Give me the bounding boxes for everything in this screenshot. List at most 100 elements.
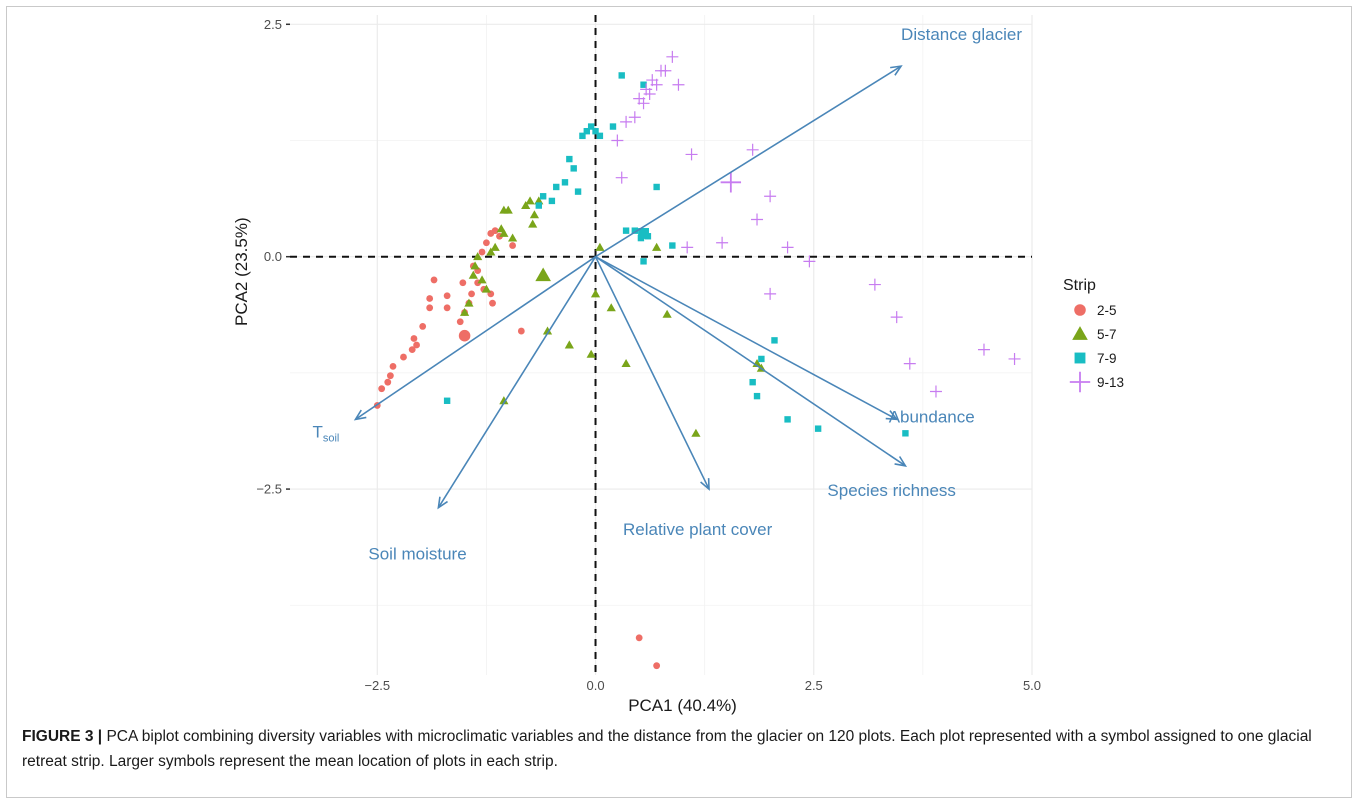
data-point-strip-5-7 xyxy=(534,196,544,205)
data-point-strip-2-5 xyxy=(509,242,516,249)
x-tick-label: 0.0 xyxy=(586,678,604,693)
data-point-strip-5-7 xyxy=(691,428,701,437)
data-point-strip-7-9 xyxy=(561,179,569,186)
data-point-strip-9-13 xyxy=(716,236,729,249)
caption-text: PCA biplot combining diversity variables… xyxy=(22,728,1312,770)
data-point-strip-9-13 xyxy=(620,115,633,128)
data-point-strip-5-7 xyxy=(525,196,535,205)
data-point-strip-5-7 xyxy=(586,349,596,358)
x-axis-title: PCA1 (40.4%) xyxy=(628,696,737,715)
data-point-strip-7-9 xyxy=(631,227,639,234)
vector-label: Abundance xyxy=(889,407,975,426)
data-point-strip-5-7 xyxy=(621,358,631,368)
vector-line xyxy=(595,65,902,258)
data-point-strip-2-5 xyxy=(378,385,386,393)
data-point-strip-2-5 xyxy=(400,353,407,361)
data-point-strip-2-5 xyxy=(384,378,392,386)
data-point-strip-2-5 xyxy=(386,372,394,380)
data-point-strip-7-9 xyxy=(618,72,625,79)
data-point-strip-7-9 xyxy=(640,81,647,88)
data-point-strip-9-13 xyxy=(751,213,764,226)
data-point-strip-7-9 xyxy=(758,355,765,363)
mean-point-strip-5-7 xyxy=(535,267,551,282)
data-point-strip-2-5 xyxy=(419,323,427,330)
data-point-strip-9-13 xyxy=(615,171,628,184)
data-point-strip-2-5 xyxy=(426,295,434,302)
legend-label-9-13: 9-13 xyxy=(1097,375,1124,390)
data-point-strip-7-9 xyxy=(553,183,560,191)
data-point-strip-9-13 xyxy=(666,50,679,63)
legend-key-7-9 xyxy=(1074,352,1086,364)
vector-label-subscript: soil xyxy=(323,432,340,444)
data-point-strip-5-7 xyxy=(564,340,574,349)
data-point-strip-2-5 xyxy=(635,634,643,642)
data-point-strip-2-5 xyxy=(443,304,451,312)
data-point-strip-9-13 xyxy=(672,78,685,91)
data-point-strip-7-9 xyxy=(640,258,647,265)
figure-caption: FIGURE 3 | PCA biplot combining diversit… xyxy=(22,724,1340,774)
vector-arrowhead xyxy=(885,410,899,421)
vector-label: Soil moisture xyxy=(368,545,466,564)
data-point-strip-5-7 xyxy=(477,275,487,284)
data-point-strip-9-13 xyxy=(903,357,916,370)
data-point-strip-5-7 xyxy=(528,219,538,228)
data-point-strip-2-5 xyxy=(410,335,418,342)
data-point-strip-5-7 xyxy=(595,242,605,251)
vector-line xyxy=(594,256,710,490)
data-point-strip-2-5 xyxy=(517,327,525,335)
data-point-strip-9-13 xyxy=(643,88,656,101)
data-point-strip-5-7 xyxy=(606,303,616,312)
data-point-strip-9-13 xyxy=(803,255,816,268)
vector-label: Distance glacier xyxy=(901,25,1022,44)
vector-line xyxy=(595,256,906,467)
data-point-strip-2-5 xyxy=(430,276,438,284)
vector-arrowhead xyxy=(890,65,903,76)
data-point-strip-7-9 xyxy=(653,183,660,191)
data-point-strip-2-5 xyxy=(413,341,420,349)
data-point-strip-9-13 xyxy=(764,287,777,300)
data-point-strip-5-7 xyxy=(503,205,513,214)
loading-vectors: Distance glacier Abundance Species richnes… xyxy=(312,25,1022,564)
data-point-strip-5-7 xyxy=(470,261,480,270)
data-point-strip-5-7 xyxy=(481,284,492,293)
legend-title: Strip xyxy=(1063,277,1096,294)
data-point-strip-5-7 xyxy=(499,396,509,405)
data-point-strip-2-5 xyxy=(483,239,490,247)
data-point-strip-7-9 xyxy=(902,430,909,437)
vector-line xyxy=(595,255,898,421)
data-point-strip-5-7 xyxy=(521,200,531,210)
data-point-strip-2-5 xyxy=(491,227,499,235)
data-point-strip-2-5 xyxy=(389,362,397,370)
data-point-strip-2-5 xyxy=(456,318,464,326)
grid xyxy=(290,15,1033,675)
legend-key-9-13 xyxy=(1069,371,1091,393)
data-point-strip-2-5 xyxy=(408,346,416,354)
data-point-strip-9-13 xyxy=(611,134,624,147)
data-point-strip-9-13 xyxy=(685,148,698,161)
pca-biplot: −2.5 0.0 2.5 5.0 2.5 0.0 −2.5 Distance glacier… xyxy=(232,15,1124,715)
data-point-strip-5-7 xyxy=(473,252,483,261)
data-point-strip-7-9 xyxy=(596,132,604,140)
vector-label: Tsoil xyxy=(312,422,339,444)
data-point-strip-7-9 xyxy=(771,337,778,344)
y-tick-label: 2.5 xyxy=(264,17,282,32)
data-point-strip-9-13 xyxy=(781,241,794,254)
data-point-strip-9-13 xyxy=(977,343,990,356)
data-point-strip-7-9 xyxy=(583,127,590,135)
legend-label-2-5: 2-5 xyxy=(1097,303,1117,318)
y-axis-title: PCA2 (23.5%) xyxy=(232,217,251,326)
data-point-strip-9-13 xyxy=(650,78,663,91)
data-point-strip-7-9 xyxy=(574,188,582,195)
data-point-strip-5-7 xyxy=(490,242,500,251)
vector-label: Species richness xyxy=(827,481,956,500)
legend-key-5-7 xyxy=(1072,326,1088,340)
legend-label-5-7: 5-7 xyxy=(1097,327,1117,342)
mean-point-strip-9-13 xyxy=(720,172,742,193)
data-point-strip-2-5 xyxy=(459,279,467,287)
data-point-strip-5-7 xyxy=(459,307,470,316)
vector-line xyxy=(437,256,597,509)
data-point-strip-9-13 xyxy=(637,97,650,110)
data-point-strip-7-9 xyxy=(548,197,556,205)
data-point-strip-7-9 xyxy=(587,123,595,130)
data-point-strip-9-13 xyxy=(746,143,759,156)
